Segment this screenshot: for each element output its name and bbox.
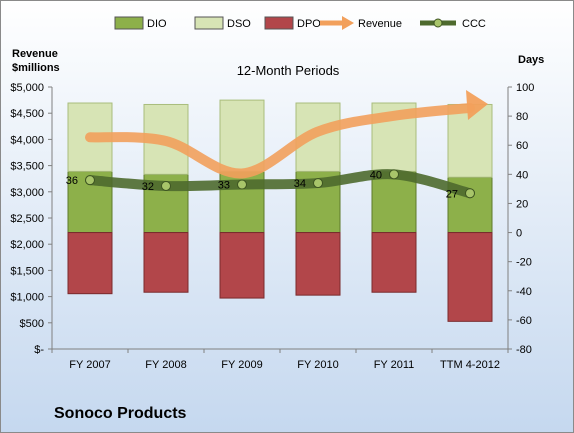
- series-line-ccc: [85, 169, 475, 199]
- left-axis-tick-label: $1,000: [10, 292, 44, 304]
- left-axis-tick-label: $3,000: [10, 187, 44, 199]
- ccc-data-label: 32: [142, 181, 154, 193]
- left-axis-tick-label: $4,500: [10, 108, 44, 120]
- right-axis-tick-label: -80: [516, 344, 532, 356]
- ccc-data-label: 36: [66, 175, 78, 187]
- ccc-data-label: 27: [446, 188, 458, 200]
- legend-label-revenue: Revenue: [358, 18, 402, 30]
- ccc-point: [389, 169, 399, 180]
- revenue-arrow-head: [466, 89, 488, 120]
- bar-dpo: [67, 232, 113, 295]
- x-axis-tick-label: FY 2010: [297, 359, 338, 371]
- ccc-point: [161, 180, 171, 191]
- right-axis-title: Days: [518, 54, 544, 66]
- bar-dpo: [447, 232, 493, 322]
- right-axis-tick-label: -60: [516, 315, 532, 327]
- right-axis-tick-label: -40: [516, 286, 532, 298]
- ccc-point: [465, 188, 475, 199]
- left-axis-title: $millions: [12, 62, 60, 74]
- right-axis-tick-label: 60: [516, 140, 528, 152]
- ccc-point: [237, 179, 247, 190]
- ccc-point: [313, 178, 323, 189]
- left-axis-tick-label: $1,500: [10, 265, 44, 277]
- legend-swatch-dso: [194, 16, 224, 30]
- x-axis-tick-label: FY 2011: [374, 359, 415, 371]
- ccc-point: [85, 175, 95, 186]
- left-axis-tick-label: $2,000: [10, 239, 44, 251]
- x-axis-tick-label: FY 2007: [69, 359, 110, 371]
- right-axis-tick-label: 0: [516, 228, 522, 240]
- ccc-data-label: 34: [294, 178, 306, 190]
- right-axis-tick-label: 80: [516, 111, 528, 123]
- bar-dpo: [295, 232, 341, 296]
- left-axis-tick-label: $4,000: [10, 134, 44, 146]
- left-axis-tick-label: $-: [34, 344, 44, 356]
- legend-label-dpo: DPO: [297, 18, 321, 30]
- ccc-data-label: 33: [218, 180, 230, 192]
- left-axis-tick-label: $3,500: [10, 161, 44, 173]
- x-axis-tick-label: FY 2008: [145, 359, 186, 371]
- legend-swatch-dio: [114, 16, 144, 30]
- left-axis-title: Revenue: [12, 48, 58, 60]
- company-name: Sonoco Products: [54, 405, 187, 422]
- legend-label-dso: DSO: [227, 18, 251, 30]
- x-axis-tick-label: FY 2009: [221, 359, 262, 371]
- x-axis-tick-label: TTM 4-2012: [440, 359, 500, 371]
- bar-dso: [219, 99, 265, 172]
- left-axis-tick-label: $5,000: [10, 82, 44, 94]
- bar-dio: [371, 170, 417, 234]
- series-line-revenue: [85, 102, 475, 179]
- bar-dpo: [143, 232, 189, 293]
- bar-dpo: [371, 232, 417, 293]
- chart-title: 12-Month Periods: [237, 63, 340, 78]
- right-axis-tick-label: -20: [516, 257, 532, 269]
- bar-dpo: [219, 232, 265, 299]
- left-axis-tick-label: $2,500: [10, 213, 44, 225]
- right-axis-tick-label: 20: [516, 198, 528, 210]
- right-axis-tick-label: 100: [516, 82, 534, 94]
- ccc-data-label: 40: [370, 169, 382, 181]
- right-axis-tick-label: 40: [516, 169, 528, 181]
- legend-label-ccc: CCC: [462, 18, 486, 30]
- legend-arrow-head-revenue: [342, 16, 354, 30]
- legend-marker-ccc: [433, 18, 443, 28]
- legend-label-dio: DIO: [147, 18, 167, 30]
- left-axis-tick-label: $500: [20, 318, 44, 330]
- legend-swatch-dpo: [264, 16, 294, 30]
